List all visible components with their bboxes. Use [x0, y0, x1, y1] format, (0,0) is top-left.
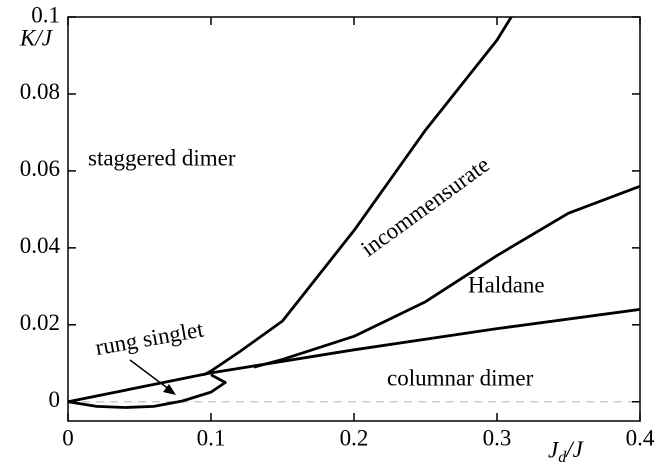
phase-boundary [203, 16, 513, 377]
arrow-head [163, 384, 176, 395]
region-label: columnar dimer [387, 365, 534, 390]
region-label: incommensurate [356, 152, 494, 262]
phase-boundary [253, 184, 641, 369]
y-tick-label: 0.06 [20, 156, 60, 181]
plot-frame [67, 16, 641, 422]
y-tick-label: 0.08 [20, 79, 60, 104]
phase-boundary [67, 373, 227, 409]
x-axis-label: Jd/J [548, 437, 585, 465]
x-tick-label: 0 [62, 425, 74, 450]
x-tick-label: 0.3 [483, 425, 512, 450]
region-label: Haldane [468, 272, 545, 297]
x-tick-label: 0.2 [340, 425, 369, 450]
arrow [129, 359, 171, 391]
x-tick-label: 0.4 [626, 425, 655, 450]
y-axis-label: K/J [19, 25, 54, 50]
y-tick-label: 0 [49, 387, 61, 412]
y-tick-label: 0.1 [31, 2, 60, 27]
region-label: staggered dimer [88, 145, 236, 170]
region-label: rung singlet [93, 316, 206, 360]
y-tick-label: 0.02 [20, 310, 60, 335]
x-tick-label: 0.1 [197, 425, 226, 450]
y-tick-label: 0.04 [20, 233, 61, 258]
phase-boundary [67, 308, 641, 404]
